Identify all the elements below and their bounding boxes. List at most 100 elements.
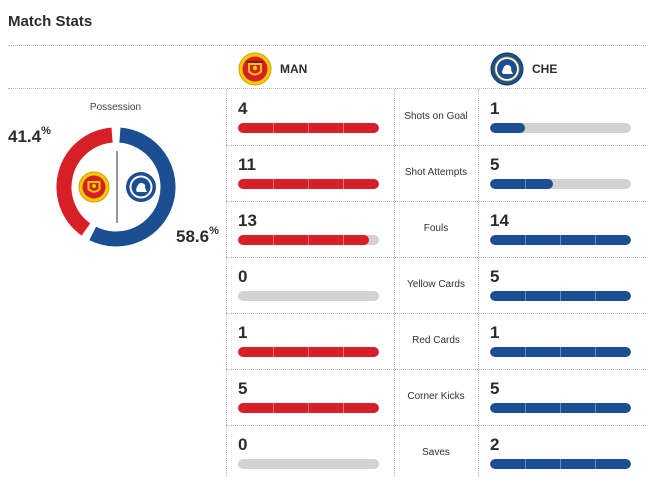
stat-home-bar — [238, 123, 379, 133]
stat-home-bar — [238, 403, 379, 413]
stat-home-value: 13 — [238, 211, 257, 230]
team-header-away[interactable]: CHE — [490, 52, 557, 86]
bar-segment-tick — [595, 235, 596, 245]
possession-arc-home — [56, 127, 113, 236]
bar-segment-tick — [560, 347, 561, 357]
bar-segment-tick — [273, 347, 274, 357]
stat-row: 5 Corner Kicks 5 — [226, 369, 646, 425]
bar-segment-tick — [525, 403, 526, 413]
team-header-home[interactable]: MAN — [238, 52, 307, 86]
stat-home-bar-fill — [238, 235, 370, 245]
bar-segment-tick — [525, 459, 526, 469]
column-divider-left — [226, 89, 227, 477]
stat-away-value: 14 — [490, 211, 509, 230]
bar-segment-tick — [343, 403, 344, 413]
bar-segment-tick — [560, 459, 561, 469]
stat-label: Shots on Goal — [404, 111, 468, 122]
bar-segment-tick — [525, 179, 526, 189]
stat-away-bar-fill — [490, 291, 631, 301]
stat-home-value: 11 — [238, 155, 256, 174]
stat-home-bar — [238, 179, 379, 189]
bar-segment-tick — [595, 347, 596, 357]
possession-away-unit: % — [209, 225, 219, 237]
possession-arc-away — [89, 127, 176, 247]
bar-segment-tick — [273, 235, 274, 245]
stat-home-bar-fill — [238, 179, 379, 189]
stat-row: 0 Saves 2 — [226, 425, 646, 477]
bar-segment-tick — [308, 235, 309, 245]
man-utd-crest-icon — [238, 52, 272, 86]
stat-home-value: 0 — [238, 267, 248, 286]
team-abbr-home: MAN — [280, 62, 308, 76]
possession-away-value: 58.6 — [176, 227, 210, 246]
stat-away-bar-fill — [490, 459, 631, 469]
stat-label: Shot Attempts — [404, 167, 468, 178]
possession-label: Possession — [89, 102, 142, 113]
bar-segment-tick — [308, 403, 309, 413]
stat-home-bar-fill — [238, 123, 379, 133]
stat-away-bar — [490, 123, 631, 133]
stat-away-bar-fill — [490, 235, 631, 245]
row-separator — [226, 145, 646, 146]
stat-label: Fouls — [423, 223, 449, 234]
team-abbr-away: CHE — [532, 62, 558, 76]
stat-home-bar — [238, 291, 379, 301]
stat-label: Red Cards — [412, 335, 460, 346]
stat-home-bar — [238, 347, 379, 357]
donut-chelsea-crest-icon — [126, 172, 156, 202]
stat-away-bar — [490, 235, 631, 245]
bar-segment-tick — [525, 347, 526, 357]
bar-segment-tick — [343, 347, 344, 357]
stat-away-value: 5 — [490, 379, 500, 398]
bar-segment-tick — [273, 179, 274, 189]
divider-top — [8, 45, 646, 46]
bar-segment-tick — [343, 123, 344, 133]
stat-away-bar-fill — [490, 403, 631, 413]
stat-label: Corner Kicks — [407, 391, 465, 402]
stat-away-bar — [490, 291, 631, 301]
bar-segment-tick — [560, 403, 561, 413]
row-separator — [226, 369, 646, 370]
column-divider-mid-left — [394, 89, 395, 477]
stat-away-bar — [490, 179, 631, 189]
stat-away-value: 5 — [490, 155, 500, 174]
chelsea-crest-icon — [490, 52, 524, 86]
stat-home-value: 0 — [238, 435, 248, 454]
possession-home-unit: % — [41, 125, 51, 137]
bar-segment-tick — [343, 235, 344, 245]
possession-home-pct: 41.4% — [8, 125, 51, 147]
stat-away-bar — [490, 403, 631, 413]
stat-row: 13 Fouls 14 — [226, 201, 646, 257]
row-separator — [226, 313, 646, 314]
bar-segment-tick — [308, 347, 309, 357]
row-separator — [226, 257, 646, 258]
bar-segment-tick — [595, 291, 596, 301]
match-stats-title: Match Stats — [8, 13, 93, 30]
stat-home-value: 5 — [238, 379, 248, 398]
bar-segment-tick — [560, 291, 561, 301]
bar-segment-tick — [525, 235, 526, 245]
bar-segment-tick — [343, 179, 344, 189]
bar-segment-tick — [273, 403, 274, 413]
stat-row: 1 Red Cards 1 — [226, 313, 646, 369]
stat-home-bar-fill — [238, 347, 379, 357]
stat-away-value: 1 — [490, 99, 500, 118]
stat-home-value: 4 — [238, 99, 248, 118]
bar-segment-tick — [595, 459, 596, 469]
bar-segment-tick — [308, 123, 309, 133]
stat-away-value: 2 — [490, 435, 500, 454]
possession-donut-chart — [56, 127, 176, 247]
stat-row: 4 Shots on Goal 1 — [226, 89, 646, 145]
bar-segment-tick — [308, 179, 309, 189]
bar-segment-tick — [560, 235, 561, 245]
stat-label: Yellow Cards — [407, 279, 465, 290]
stat-away-bar — [490, 347, 631, 357]
stat-away-bar-fill — [490, 123, 526, 133]
bar-segment-tick — [273, 123, 274, 133]
stat-row: 11 Shot Attempts 5 — [226, 145, 646, 201]
column-divider-mid-right — [478, 89, 479, 477]
stat-home-bar — [238, 235, 379, 245]
stat-label: Saves — [422, 447, 450, 458]
row-separator — [226, 201, 646, 202]
possession-home-value: 41.4 — [8, 127, 42, 146]
